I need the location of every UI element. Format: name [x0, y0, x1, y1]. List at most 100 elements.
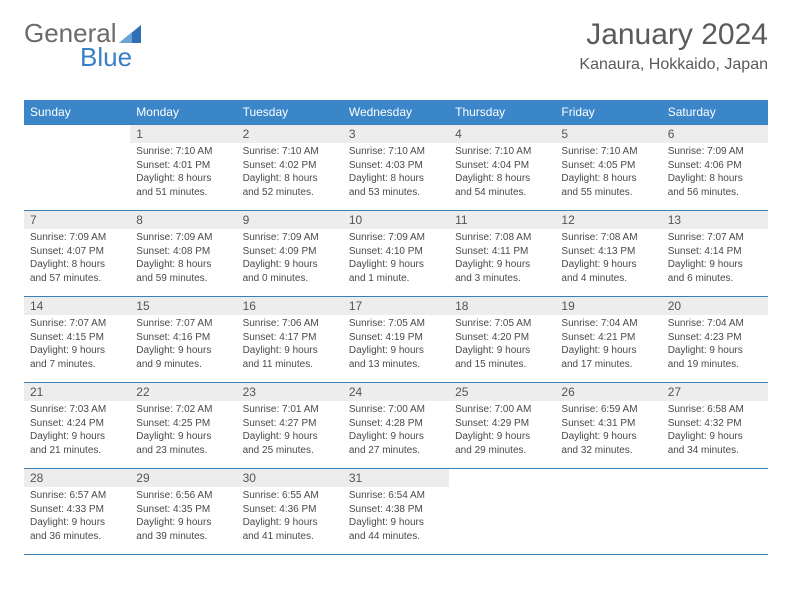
- daylight-text: Daylight: 9 hours and 3 minutes.: [455, 258, 549, 285]
- sunset-text: Sunset: 4:31 PM: [561, 417, 655, 431]
- day-number: 8: [130, 211, 236, 229]
- day-cell: 10Sunrise: 7:09 AMSunset: 4:10 PMDayligh…: [343, 211, 449, 297]
- daylight-text: Daylight: 9 hours and 29 minutes.: [455, 430, 549, 457]
- day-number: 22: [130, 383, 236, 401]
- day-cell: 1Sunrise: 7:10 AMSunset: 4:01 PMDaylight…: [130, 125, 236, 211]
- daylight-text: Daylight: 9 hours and 9 minutes.: [136, 344, 230, 371]
- day-number: 31: [343, 469, 449, 487]
- title-block: January 2024 Kanaura, Hokkaido, Japan: [579, 18, 768, 74]
- daylight-text: Daylight: 9 hours and 32 minutes.: [561, 430, 655, 457]
- day-cell: [449, 469, 555, 555]
- day-body: Sunrise: 7:09 AMSunset: 4:07 PMDaylight:…: [24, 229, 130, 289]
- day-header-mon: Monday: [130, 100, 236, 125]
- calendar-body: 1Sunrise: 7:10 AMSunset: 4:01 PMDaylight…: [24, 125, 768, 555]
- day-number: 27: [662, 383, 768, 401]
- sunset-text: Sunset: 4:35 PM: [136, 503, 230, 517]
- day-number: 5: [555, 125, 661, 143]
- day-cell: 28Sunrise: 6:57 AMSunset: 4:33 PMDayligh…: [24, 469, 130, 555]
- sunset-text: Sunset: 4:32 PM: [668, 417, 762, 431]
- day-number: 2: [237, 125, 343, 143]
- day-number: 12: [555, 211, 661, 229]
- day-body: Sunrise: 6:54 AMSunset: 4:38 PMDaylight:…: [343, 487, 449, 547]
- sunset-text: Sunset: 4:27 PM: [243, 417, 337, 431]
- daylight-text: Daylight: 9 hours and 23 minutes.: [136, 430, 230, 457]
- week-row: 21Sunrise: 7:03 AMSunset: 4:24 PMDayligh…: [24, 383, 768, 469]
- sunset-text: Sunset: 4:04 PM: [455, 159, 549, 173]
- day-number: 6: [662, 125, 768, 143]
- sunrise-text: Sunrise: 6:58 AM: [668, 403, 762, 417]
- day-number: 20: [662, 297, 768, 315]
- day-number: 11: [449, 211, 555, 229]
- week-row: 1Sunrise: 7:10 AMSunset: 4:01 PMDaylight…: [24, 125, 768, 211]
- day-body: Sunrise: 6:57 AMSunset: 4:33 PMDaylight:…: [24, 487, 130, 547]
- day-body: Sunrise: 7:00 AMSunset: 4:28 PMDaylight:…: [343, 401, 449, 461]
- sunrise-text: Sunrise: 7:06 AM: [243, 317, 337, 331]
- day-number: 16: [237, 297, 343, 315]
- day-body: Sunrise: 7:01 AMSunset: 4:27 PMDaylight:…: [237, 401, 343, 461]
- day-number: 23: [237, 383, 343, 401]
- sunset-text: Sunset: 4:28 PM: [349, 417, 443, 431]
- day-body: Sunrise: 7:09 AMSunset: 4:06 PMDaylight:…: [662, 143, 768, 203]
- sunrise-text: Sunrise: 7:09 AM: [30, 231, 124, 245]
- sunrise-text: Sunrise: 6:54 AM: [349, 489, 443, 503]
- daylight-text: Daylight: 9 hours and 11 minutes.: [243, 344, 337, 371]
- daylight-text: Daylight: 9 hours and 41 minutes.: [243, 516, 337, 543]
- day-number: 29: [130, 469, 236, 487]
- day-cell: 20 Sunrise: 7:04 AMSunset: 4:23 PMDayligh…: [662, 297, 768, 383]
- day-cell: 11Sunrise: 7:08 AMSunset: 4:11 PMDayligh…: [449, 211, 555, 297]
- day-cell: 26Sunrise: 6:59 AMSunset: 4:31 PMDayligh…: [555, 383, 661, 469]
- day-body: Sunrise: 6:59 AMSunset: 4:31 PMDaylight:…: [555, 401, 661, 461]
- sunset-text: Sunset: 4:19 PM: [349, 331, 443, 345]
- daylight-text: Daylight: 8 hours and 52 minutes.: [243, 172, 337, 199]
- daylight-text: Daylight: 9 hours and 15 minutes.: [455, 344, 549, 371]
- sunrise-text: Sunrise: 7:07 AM: [668, 231, 762, 245]
- daylight-text: Daylight: 9 hours and 6 minutes.: [668, 258, 762, 285]
- day-body: Sunrise: 7:07 AMSunset: 4:16 PMDaylight:…: [130, 315, 236, 375]
- sunrise-text: Sunrise: 7:05 AM: [349, 317, 443, 331]
- day-number: 4: [449, 125, 555, 143]
- day-cell: 24Sunrise: 7:00 AMSunset: 4:28 PMDayligh…: [343, 383, 449, 469]
- sunrise-text: Sunrise: 7:08 AM: [455, 231, 549, 245]
- sunrise-text: Sunrise: 7:02 AM: [136, 403, 230, 417]
- day-number: 3: [343, 125, 449, 143]
- day-cell: 5Sunrise: 7:10 AMSunset: 4:05 PMDaylight…: [555, 125, 661, 211]
- sunrise-text: Sunrise: 7:04 AM: [668, 317, 762, 331]
- day-cell: 14Sunrise: 7:07 AMSunset: 4:15 PMDayligh…: [24, 297, 130, 383]
- daylight-text: Daylight: 9 hours and 17 minutes.: [561, 344, 655, 371]
- sunrise-text: Sunrise: 7:07 AM: [30, 317, 124, 331]
- daylight-text: Daylight: 9 hours and 13 minutes.: [349, 344, 443, 371]
- day-header-tue: Tuesday: [237, 100, 343, 125]
- sunrise-text: Sunrise: 7:09 AM: [668, 145, 762, 159]
- sunrise-text: Sunrise: 7:04 AM: [561, 317, 655, 331]
- sunrise-text: Sunrise: 6:55 AM: [243, 489, 337, 503]
- sunset-text: Sunset: 4:23 PM: [668, 331, 762, 345]
- sunrise-text: Sunrise: 7:09 AM: [136, 231, 230, 245]
- sunset-text: Sunset: 4:38 PM: [349, 503, 443, 517]
- sunrise-text: Sunrise: 7:10 AM: [349, 145, 443, 159]
- sunset-text: Sunset: 4:20 PM: [455, 331, 549, 345]
- sunset-text: Sunset: 4:36 PM: [243, 503, 337, 517]
- daylight-text: Daylight: 8 hours and 57 minutes.: [30, 258, 124, 285]
- day-cell: 4Sunrise: 7:10 AMSunset: 4:04 PMDaylight…: [449, 125, 555, 211]
- sunrise-text: Sunrise: 7:07 AM: [136, 317, 230, 331]
- sunset-text: Sunset: 4:25 PM: [136, 417, 230, 431]
- day-cell: [555, 469, 661, 555]
- day-cell: 18Sunrise: 7:05 AMSunset: 4:20 PMDayligh…: [449, 297, 555, 383]
- day-number: 9: [237, 211, 343, 229]
- day-body: Sunrise: 7:05 AMSunset: 4:19 PMDaylight:…: [343, 315, 449, 375]
- sunset-text: Sunset: 4:01 PM: [136, 159, 230, 173]
- day-cell: 21Sunrise: 7:03 AMSunset: 4:24 PMDayligh…: [24, 383, 130, 469]
- daylight-text: Daylight: 9 hours and 7 minutes.: [30, 344, 124, 371]
- sunset-text: Sunset: 4:13 PM: [561, 245, 655, 259]
- day-body: Sunrise: 7:10 AMSunset: 4:01 PMDaylight:…: [130, 143, 236, 203]
- sunset-text: Sunset: 4:15 PM: [30, 331, 124, 345]
- sunrise-text: Sunrise: 7:01 AM: [243, 403, 337, 417]
- logo-blue-line: Blue: [24, 42, 132, 73]
- day-cell: 6Sunrise: 7:09 AMSunset: 4:06 PMDaylight…: [662, 125, 768, 211]
- sunset-text: Sunset: 4:06 PM: [668, 159, 762, 173]
- sunset-text: Sunset: 4:33 PM: [30, 503, 124, 517]
- daylight-text: Daylight: 8 hours and 53 minutes.: [349, 172, 443, 199]
- day-number: 25: [449, 383, 555, 401]
- daylight-text: Daylight: 9 hours and 19 minutes.: [668, 344, 762, 371]
- day-cell: 23Sunrise: 7:01 AMSunset: 4:27 PMDayligh…: [237, 383, 343, 469]
